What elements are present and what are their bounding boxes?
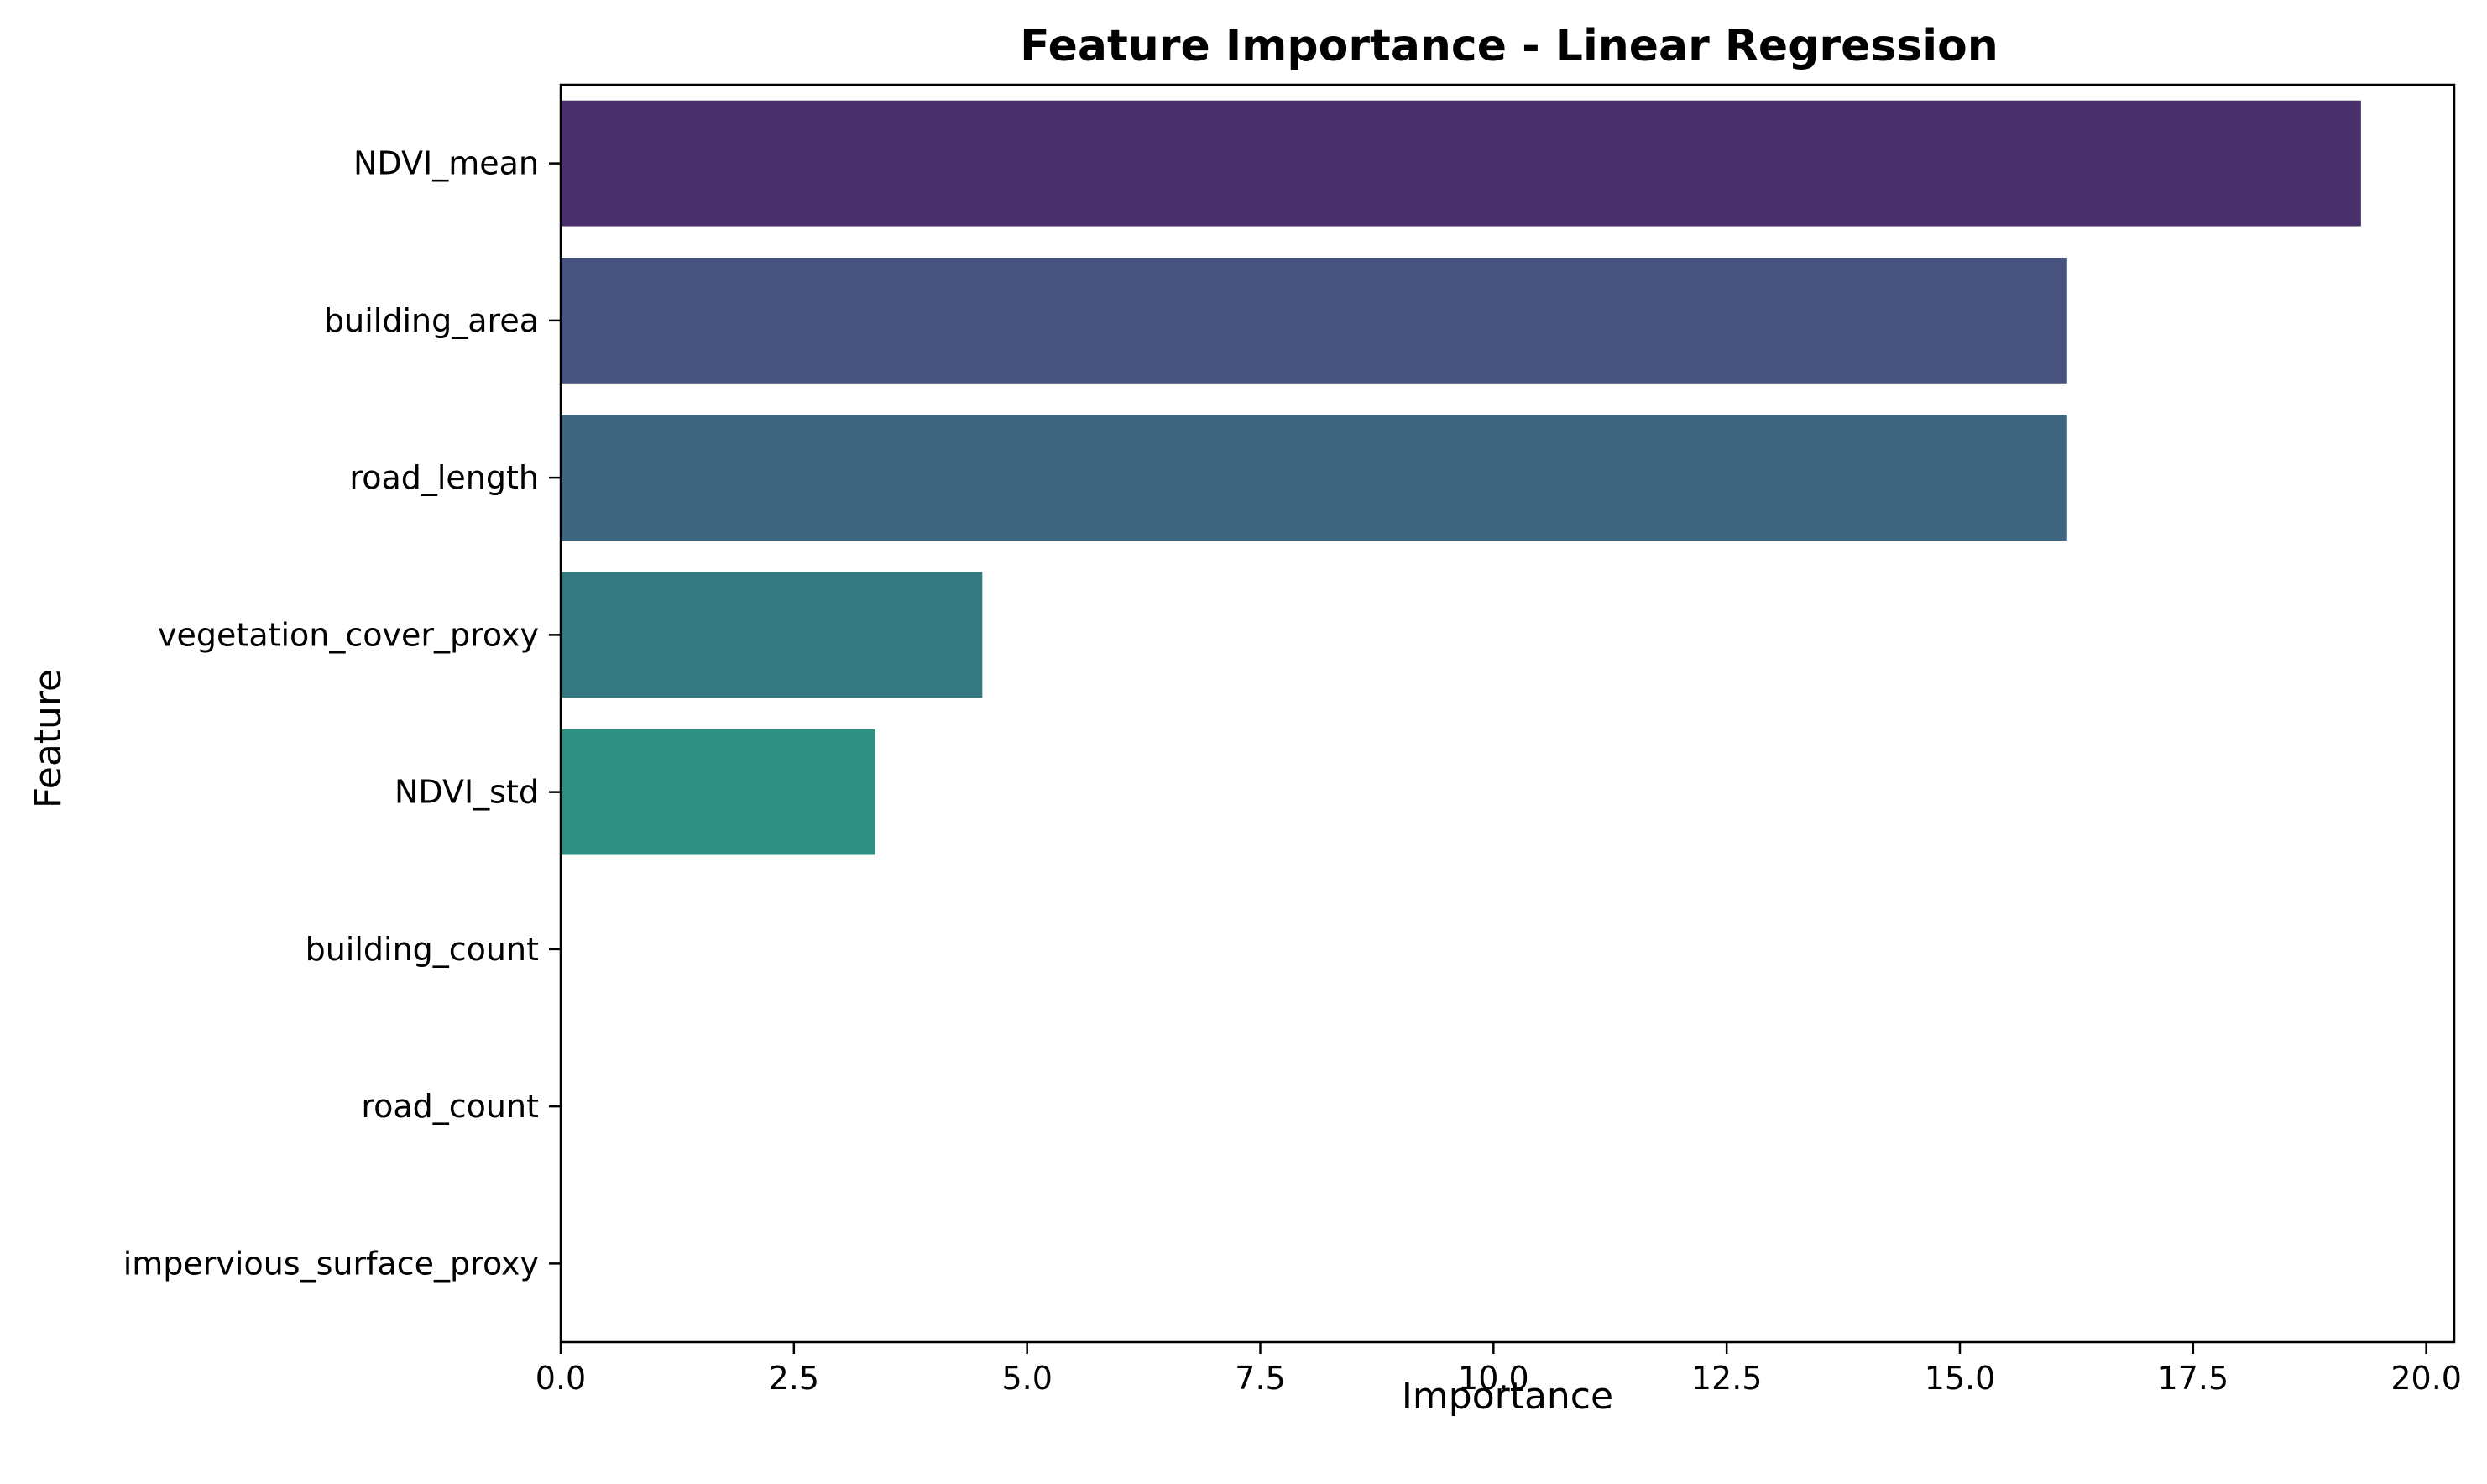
bar-building_area	[561, 257, 2067, 384]
x-tick-label: 5.0	[1001, 1360, 1052, 1397]
x-tick-label: 12.5	[1691, 1360, 1763, 1397]
y-tick-label: NDVI_mean	[353, 145, 539, 182]
bar-NDVI_std	[561, 729, 875, 855]
chart-title: Feature Importance - Linear Regression	[1020, 21, 1998, 71]
bars-layer	[561, 100, 2361, 855]
y-tick-label: NDVI_std	[394, 774, 539, 811]
y-tick-label: vegetation_cover_proxy	[158, 616, 539, 653]
y-tick-label: building_area	[324, 302, 539, 339]
x-tick-label: 2.5	[769, 1360, 819, 1397]
y-tick-label: building_count	[306, 931, 539, 968]
y-tick-label: road_count	[361, 1088, 539, 1125]
bar-road_length	[561, 415, 2067, 541]
x-tick-label: 0.0	[536, 1360, 586, 1397]
y-tick-label: road_length	[349, 459, 539, 496]
x-tick-label: 7.5	[1235, 1360, 1285, 1397]
x-tick-label: 10.0	[1458, 1360, 1529, 1397]
x-tick-label: 17.5	[2158, 1360, 2229, 1397]
y-tick-label: impervious_surface_proxy	[123, 1245, 539, 1282]
plot-frame	[559, 83, 2456, 1344]
x-tick-label: 15.0	[1925, 1360, 1996, 1397]
bar-vegetation_cover_proxy	[561, 572, 983, 698]
x-axis-ticks: 0.0 2.5 5.0 7.5 10.0 12.5 15.0 17.5 20.0	[536, 1342, 2462, 1397]
bar-NDVI_mean	[561, 100, 2361, 227]
y-axis-ticks: NDVI_mean building_area road_lengthvegetat…	[123, 145, 561, 1282]
y-axis-label: Feature	[27, 669, 70, 808]
x-axis-label: Importance	[1402, 1375, 1613, 1418]
x-tick-label: 20.0	[2390, 1360, 2462, 1397]
